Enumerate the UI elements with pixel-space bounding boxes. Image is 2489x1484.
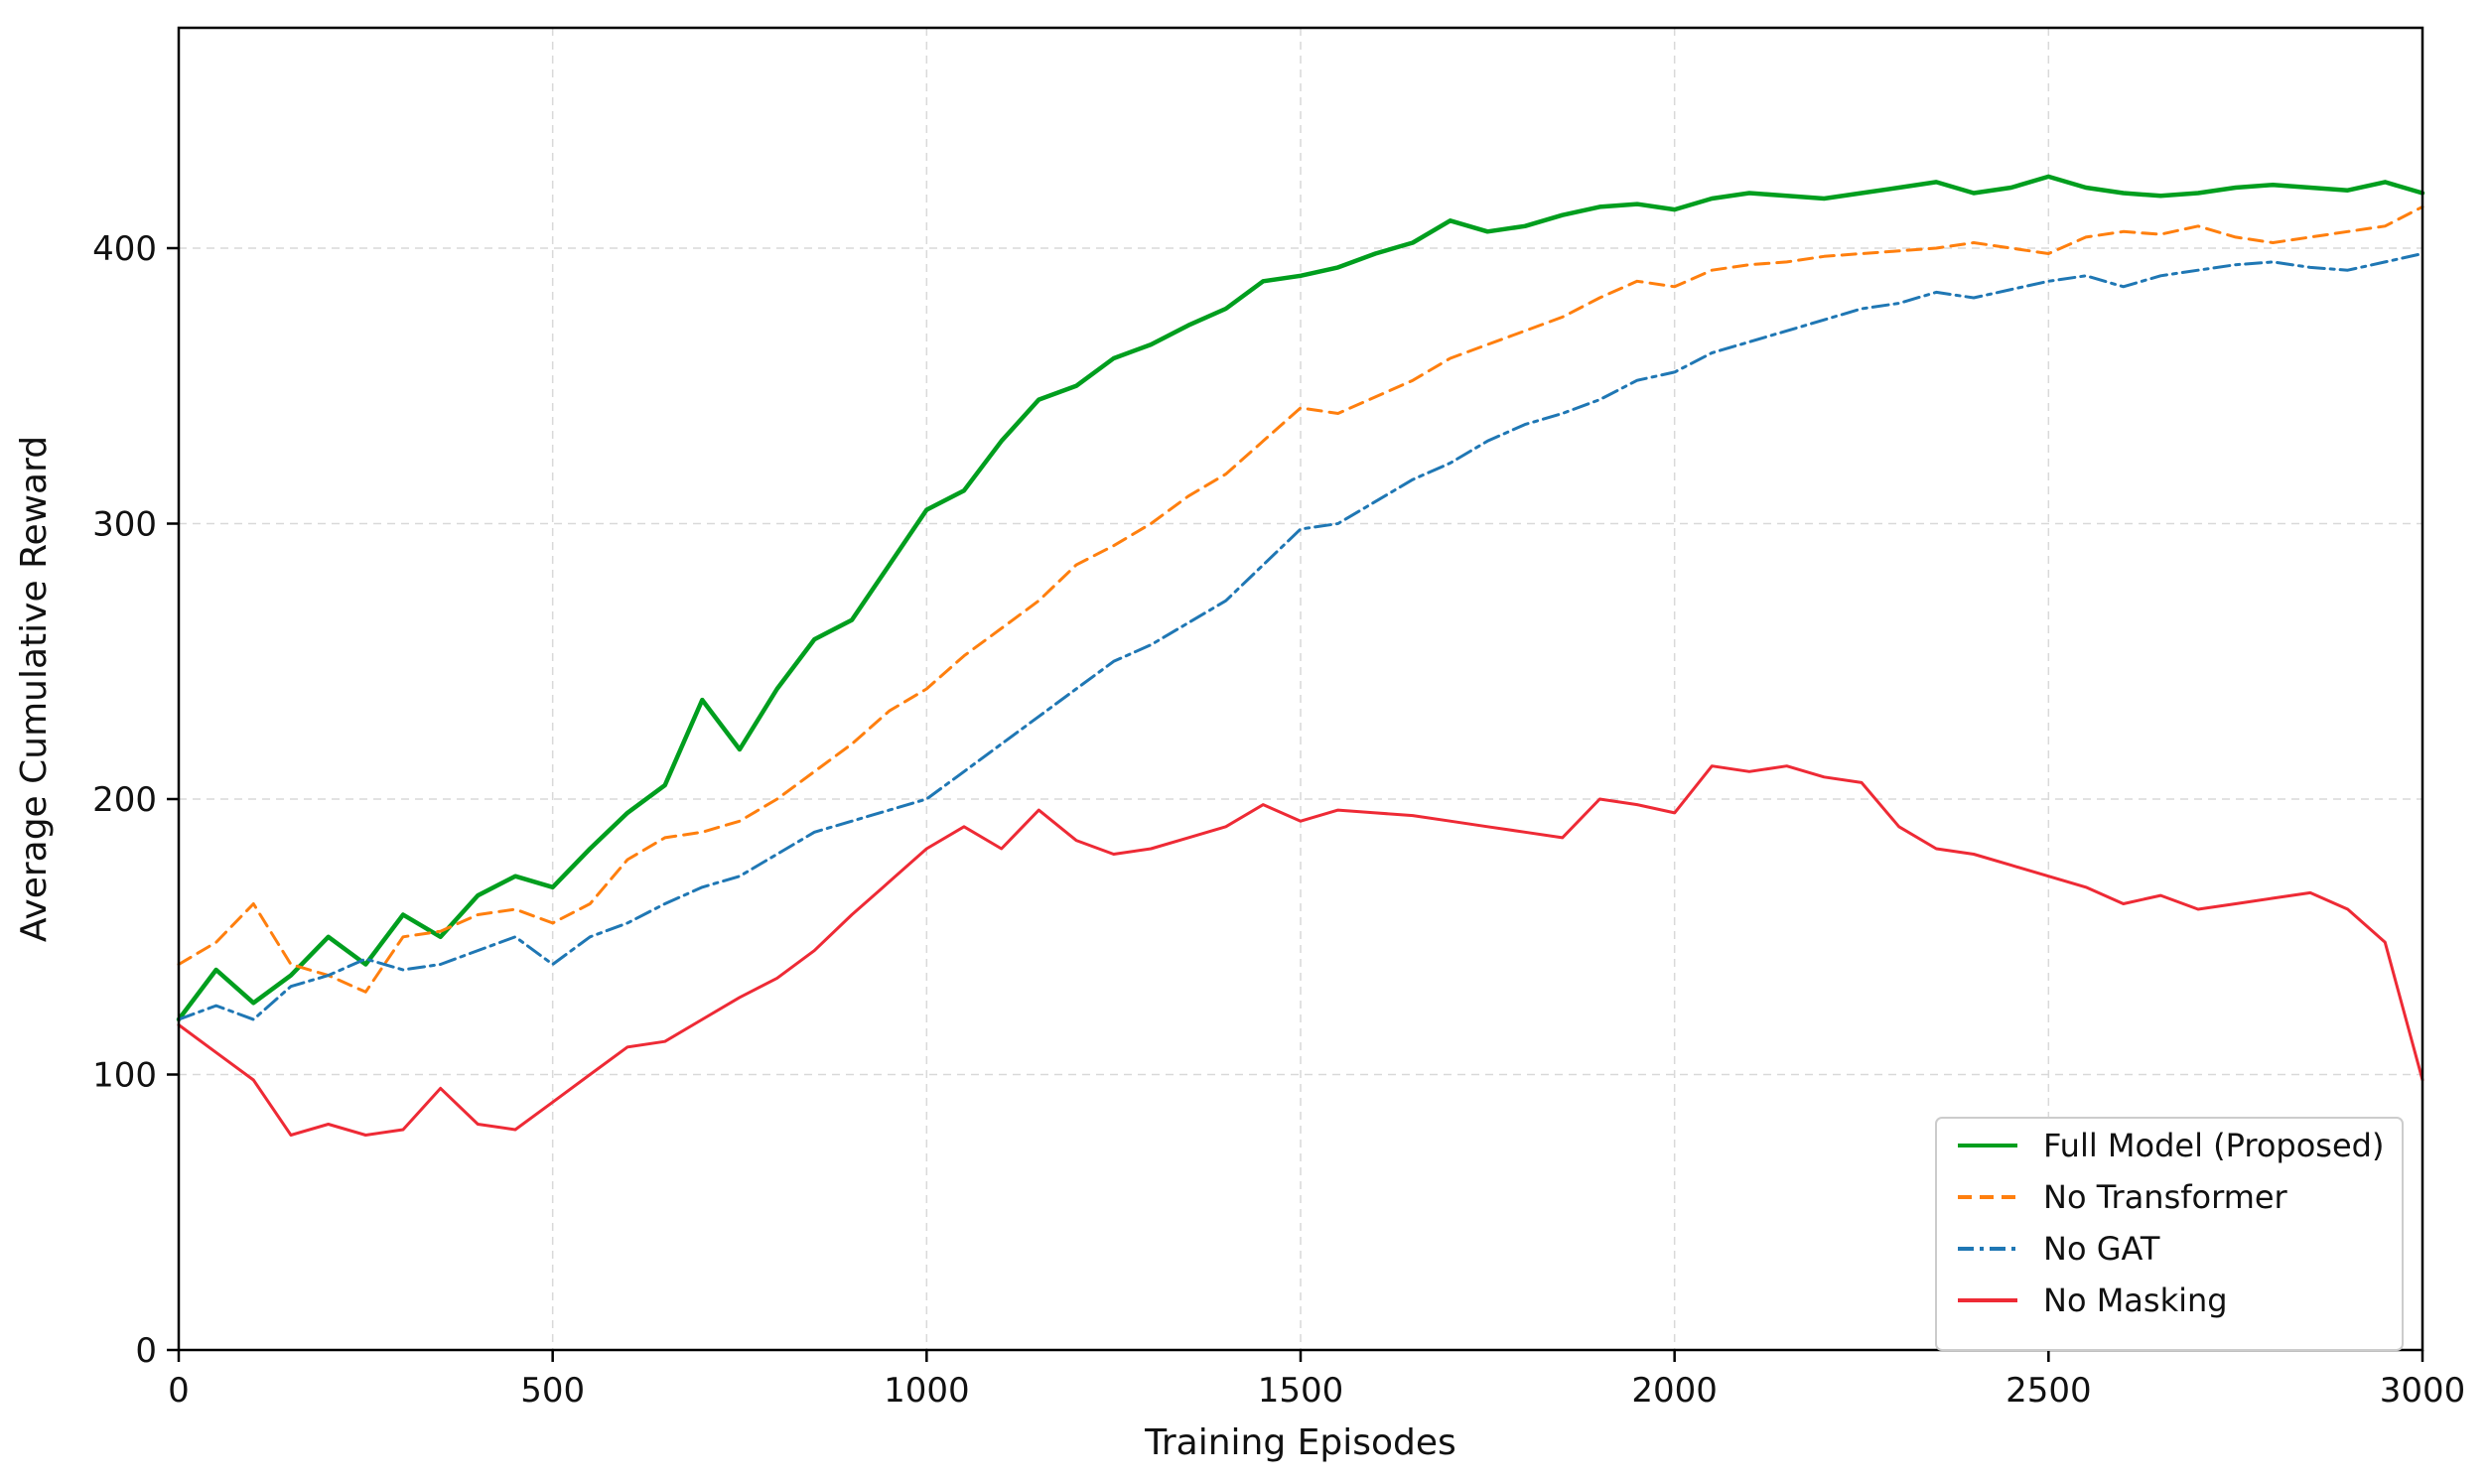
series-line (177, 764, 2424, 1137)
y-tick-label: 200 (92, 780, 157, 820)
y-tick-label: 300 (92, 505, 157, 545)
legend: Full Model (Proposed) No Transformer No GA… (1935, 1117, 2404, 1351)
y-tick-label: 400 (92, 229, 157, 269)
x-tick-label: 1000 (884, 1371, 970, 1411)
y-axis: 0 100 200 300 400 (92, 229, 179, 1371)
legend-label: No Masking (2043, 1282, 2228, 1319)
series-line (176, 174, 2425, 1022)
x-tick-label: 2500 (2005, 1371, 2092, 1411)
series-layer (176, 174, 2425, 1137)
x-axis-label: Training Episodes (1144, 1422, 1456, 1463)
y-tick-label: 100 (92, 1056, 157, 1096)
series-line (177, 252, 2424, 1021)
y-tick-label: 0 (135, 1331, 157, 1371)
x-tick-label: 0 (168, 1371, 190, 1411)
legend-box (1935, 1117, 2404, 1351)
x-tick-label: 3000 (2380, 1371, 2466, 1411)
legend-label: Full Model (Proposed) (2043, 1127, 2384, 1164)
legend-label: No Transformer (2043, 1178, 2288, 1216)
x-tick-label: 1500 (1258, 1371, 1344, 1411)
x-axis: 0 500 1000 1500 2000 2500 3000 (168, 1350, 2465, 1411)
legend-label: No GAT (2043, 1230, 2160, 1268)
x-tick-label: 2000 (1631, 1371, 1718, 1411)
series-line (177, 204, 2424, 994)
y-axis-label: Average Cumulative Reward (14, 436, 55, 942)
x-tick-label: 500 (520, 1371, 585, 1411)
